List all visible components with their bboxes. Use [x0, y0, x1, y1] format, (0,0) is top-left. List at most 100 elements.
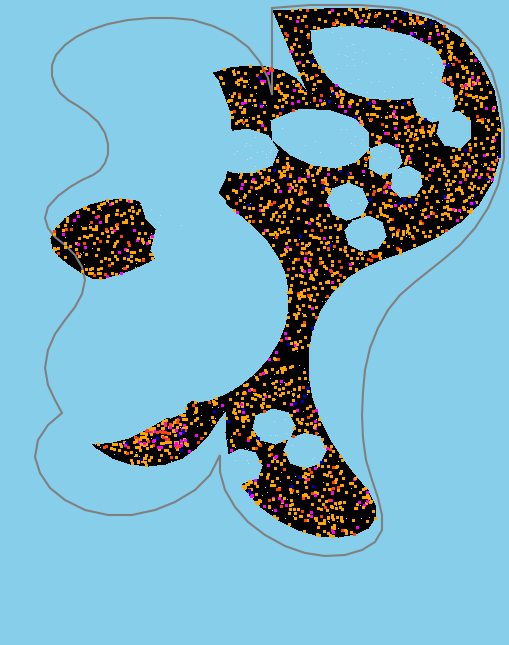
Bar [449, 46, 452, 49]
Bar [274, 380, 277, 383]
Bar [290, 403, 293, 406]
Bar [106, 199, 109, 202]
Bar [264, 128, 267, 131]
Bar [472, 202, 475, 205]
Bar [409, 199, 412, 202]
Bar [426, 215, 429, 218]
Bar [162, 420, 165, 423]
Bar [324, 281, 327, 284]
Bar [374, 255, 377, 258]
Bar [115, 200, 118, 203]
Bar [461, 170, 464, 173]
Bar [449, 193, 452, 196]
Bar [320, 181, 323, 184]
Bar [337, 260, 341, 263]
Bar [425, 154, 428, 157]
Bar [236, 402, 239, 405]
Bar [463, 149, 466, 152]
Bar [460, 65, 463, 68]
Bar [431, 212, 434, 215]
Bar [161, 422, 164, 425]
Bar [295, 84, 298, 87]
Bar [173, 421, 176, 424]
Bar [275, 106, 278, 109]
Bar [127, 241, 130, 244]
Bar [384, 116, 387, 119]
Bar [468, 149, 471, 152]
Bar [307, 295, 310, 298]
Bar [250, 494, 253, 497]
Bar [288, 337, 291, 340]
Bar [140, 436, 143, 439]
Bar [318, 204, 321, 207]
Bar [260, 197, 263, 200]
Bar [271, 398, 274, 401]
Bar [168, 426, 172, 429]
Bar [239, 199, 242, 202]
Bar [345, 254, 348, 257]
Bar [486, 180, 489, 183]
Bar [301, 467, 304, 470]
Bar [262, 209, 265, 212]
Bar [279, 231, 282, 234]
Bar [435, 29, 438, 32]
Bar [143, 442, 146, 445]
Bar [386, 25, 389, 28]
Bar [388, 227, 391, 230]
Bar [322, 519, 325, 522]
Bar [344, 529, 346, 532]
Bar [248, 491, 251, 494]
Bar [457, 60, 460, 63]
Bar [277, 487, 280, 490]
Bar [120, 272, 123, 275]
Bar [109, 203, 112, 206]
Bar [284, 368, 287, 371]
Bar [406, 155, 409, 158]
Bar [277, 388, 280, 391]
Bar [150, 445, 153, 448]
Bar [83, 235, 86, 238]
Bar [328, 534, 331, 537]
Bar [312, 64, 315, 67]
Bar [490, 178, 493, 181]
Bar [130, 451, 133, 454]
Bar [314, 271, 317, 274]
Bar [338, 227, 342, 230]
Bar [301, 475, 304, 478]
Bar [136, 239, 139, 242]
Bar [105, 445, 108, 448]
Bar [307, 269, 310, 272]
Bar [116, 240, 119, 243]
Bar [328, 244, 331, 247]
Bar [443, 212, 446, 215]
Bar [435, 234, 438, 237]
Bar [397, 132, 400, 135]
Bar [278, 112, 281, 115]
Bar [429, 206, 432, 209]
Bar [336, 228, 340, 231]
Bar [406, 227, 409, 230]
Bar [308, 166, 312, 169]
Bar [326, 517, 329, 520]
Bar [451, 164, 454, 167]
Bar [469, 208, 472, 211]
Bar [273, 87, 276, 90]
Bar [337, 502, 341, 505]
Bar [145, 454, 148, 457]
Bar [119, 443, 122, 446]
Bar [53, 233, 56, 236]
Bar [291, 186, 293, 189]
Bar [176, 443, 179, 446]
Bar [355, 257, 358, 260]
Bar [165, 443, 167, 446]
Bar [330, 281, 333, 284]
Bar [300, 178, 303, 181]
Bar [279, 82, 282, 85]
Bar [325, 183, 328, 186]
Bar [492, 139, 495, 142]
Bar [394, 134, 397, 137]
Bar [431, 129, 434, 132]
Bar [494, 159, 497, 162]
Bar [293, 517, 296, 520]
Bar [314, 427, 317, 430]
